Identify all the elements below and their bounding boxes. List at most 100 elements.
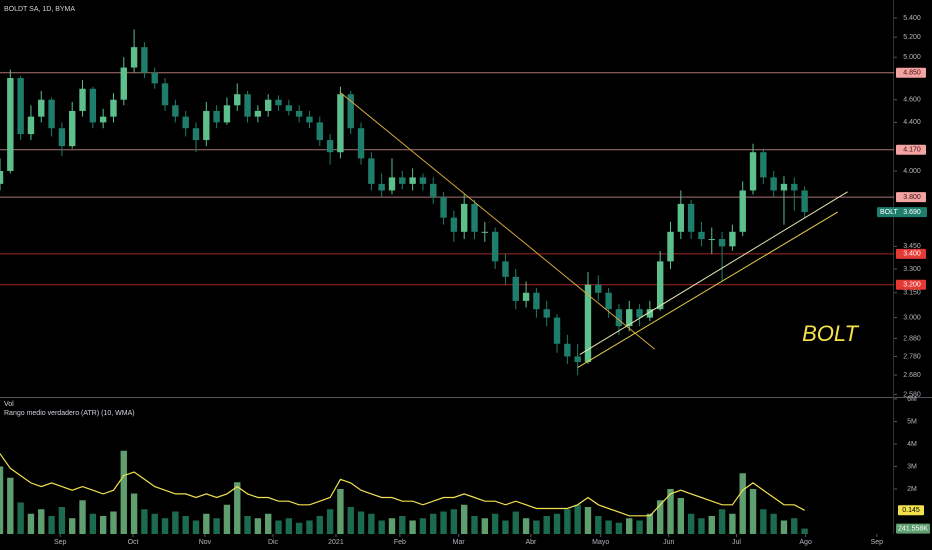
atr-last-label: 0.145 [902, 507, 920, 514]
candle-body [626, 309, 633, 327]
volume-bar [388, 518, 396, 534]
x-tick-label: Sep [54, 539, 67, 546]
candle-body [141, 47, 148, 73]
volume-tick-label: 2M [907, 486, 917, 493]
candle-body [760, 152, 767, 178]
candle-body [522, 292, 530, 301]
volume-bar [223, 504, 231, 534]
candle-body [502, 261, 509, 277]
x-tick-label: Mayo [592, 539, 609, 546]
candle-body [357, 128, 365, 159]
volume-last-badge [896, 523, 930, 534]
volume-bar [213, 518, 220, 534]
volume-bar [357, 511, 365, 534]
candle-body [234, 94, 241, 106]
x-tick-label: Mar [453, 539, 466, 546]
volume-bar [120, 450, 127, 534]
y-tick-label: 2.580 [903, 391, 921, 398]
candle-body [7, 78, 14, 171]
volume-bar [234, 482, 241, 534]
candle-body [749, 152, 757, 191]
y-tick-label: 4.600 [903, 97, 921, 104]
candle-body [89, 88, 97, 123]
candle-body [48, 99, 55, 129]
volume-bar [337, 489, 344, 534]
level-badge [896, 248, 926, 259]
candle-body [698, 231, 705, 240]
volume-bar [770, 513, 777, 534]
volume-bar [460, 504, 468, 534]
volume-bar [471, 516, 478, 534]
y-tick-label: 2.780 [903, 353, 921, 360]
volume-bar [141, 509, 148, 534]
volume-bar [605, 520, 612, 534]
chart-title: BOLDT SA, 1D, BYMA [4, 6, 75, 13]
candle-body [440, 197, 447, 218]
volume-bar [79, 500, 86, 534]
candle-body [275, 99, 282, 106]
x-tick-label: 2021 [328, 539, 344, 546]
candle-body [368, 158, 375, 184]
candle-body [687, 203, 695, 232]
x-tick-label: Nov [199, 539, 212, 546]
volume-bar [172, 511, 179, 534]
candle-body [636, 309, 643, 318]
last-price-label: 3.690 [903, 209, 921, 216]
x-tick-label: Jun [663, 539, 674, 546]
x-tick-label: Dic [268, 539, 279, 546]
candle-body [265, 99, 272, 111]
candle-body [337, 94, 344, 153]
trend-line [579, 191, 848, 356]
volume-bar [801, 528, 808, 534]
y-tick-label: 4.000 [903, 168, 921, 175]
candle-body [615, 309, 623, 327]
candle-body [605, 292, 612, 310]
x-tick-label: Oct [128, 539, 139, 546]
y-tick-label: 3.300 [903, 266, 921, 273]
volume-bar [481, 518, 489, 534]
volume-bar [574, 504, 581, 534]
candle-body [378, 183, 385, 191]
candle-body [295, 110, 303, 117]
volume-bar [522, 518, 530, 534]
volume-bar [99, 516, 107, 534]
candle-body [192, 128, 200, 141]
candle-body [460, 203, 468, 232]
volume-bar [708, 516, 715, 534]
volume-bar [626, 518, 633, 534]
candle-body [213, 110, 220, 123]
volume-bar [0, 466, 4, 534]
volume-last-label: 241.558K [898, 525, 928, 532]
volume-bar [58, 507, 66, 534]
volume-bar [378, 520, 385, 534]
volume-bar [151, 513, 158, 534]
volume-bar [254, 518, 262, 534]
volume-bar [760, 509, 767, 534]
candle-body [450, 217, 458, 232]
candle-body [729, 231, 736, 247]
volume-bar [512, 511, 519, 534]
volume-bar [543, 516, 550, 534]
volume-bar [687, 513, 695, 534]
y-tick-label: 3.150 [903, 290, 921, 297]
candle-body [739, 190, 746, 232]
volume-bar [749, 489, 757, 534]
volume-bar [347, 507, 354, 534]
trend-line [577, 211, 838, 368]
symbol-annotation: BOLT [802, 321, 859, 346]
volume-bar [646, 513, 654, 534]
volume-bar [326, 509, 334, 534]
candle-body [801, 190, 808, 213]
volume-bar [7, 477, 14, 534]
volume-bar [285, 518, 293, 534]
y-tick-label: 3.450 [903, 243, 921, 250]
candle-body [388, 177, 396, 191]
x-tick-label: Feb [394, 539, 406, 546]
volume-bar [130, 493, 138, 534]
volume-bar [419, 518, 427, 534]
candle-body [347, 94, 354, 129]
candle-body [306, 116, 313, 123]
volume-bar [564, 509, 571, 534]
level-badge [896, 144, 926, 155]
